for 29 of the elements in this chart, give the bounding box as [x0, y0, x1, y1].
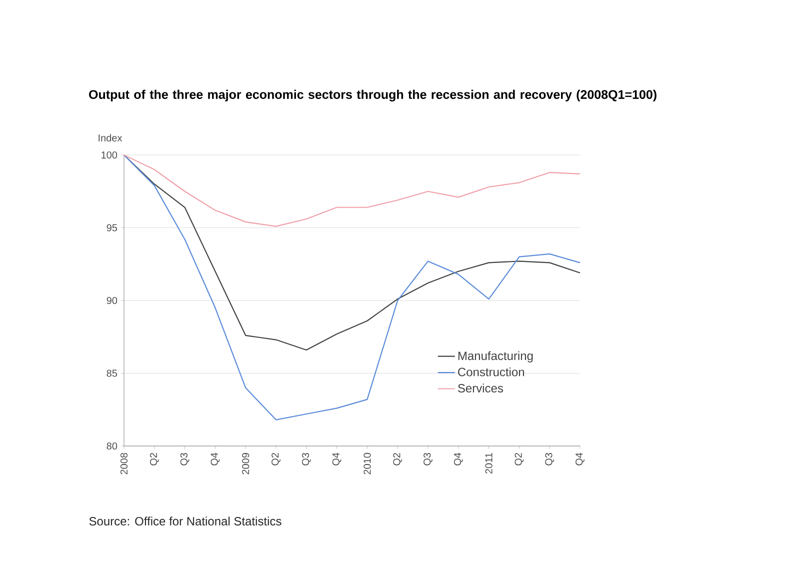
line-series: [123, 154, 581, 227]
line-series: [123, 154, 581, 420]
x-tick-label: Q2: [393, 453, 402, 466]
x-tick-label: Q4: [332, 452, 342, 466]
x-tick-label: Q4: [210, 452, 220, 466]
y-tick-label: 85: [106, 370, 118, 377]
x-tick-label: 2009: [242, 453, 250, 474]
x-tick-label: Q4: [454, 452, 463, 466]
y-tick-label: 95: [106, 224, 118, 232]
y-tick-label: 100: [102, 151, 118, 159]
y-tick-label: 90: [106, 296, 118, 304]
x-tick-label: Q3: [545, 452, 554, 466]
legend-label: Manufacturing: [458, 351, 533, 362]
x-tick-label: Q3: [302, 452, 311, 466]
x-tick-label: Q2: [272, 453, 280, 466]
x-tick-label: 2008: [120, 452, 128, 474]
x-tick-label: Q4: [576, 452, 584, 466]
x-tick-label: Q2: [150, 453, 159, 466]
source-note: Source: Office for National Statistics: [89, 516, 282, 526]
chart-title: Output of the three major economic sectors through the recession and recovery (2008Q1=100): [89, 90, 656, 102]
legend-label: Services: [458, 384, 504, 392]
x-tick-label: 2011: [485, 453, 492, 474]
y-axis-title: Index: [98, 134, 122, 142]
x-tick-label: Q2: [514, 453, 524, 466]
x-tick-label: Q3: [180, 452, 190, 466]
x-tick-label: Q3: [424, 452, 432, 466]
y-tick-label: 80: [106, 442, 118, 450]
x-tick-label: 2010: [364, 452, 371, 474]
legend-label: Construction: [458, 367, 524, 376]
